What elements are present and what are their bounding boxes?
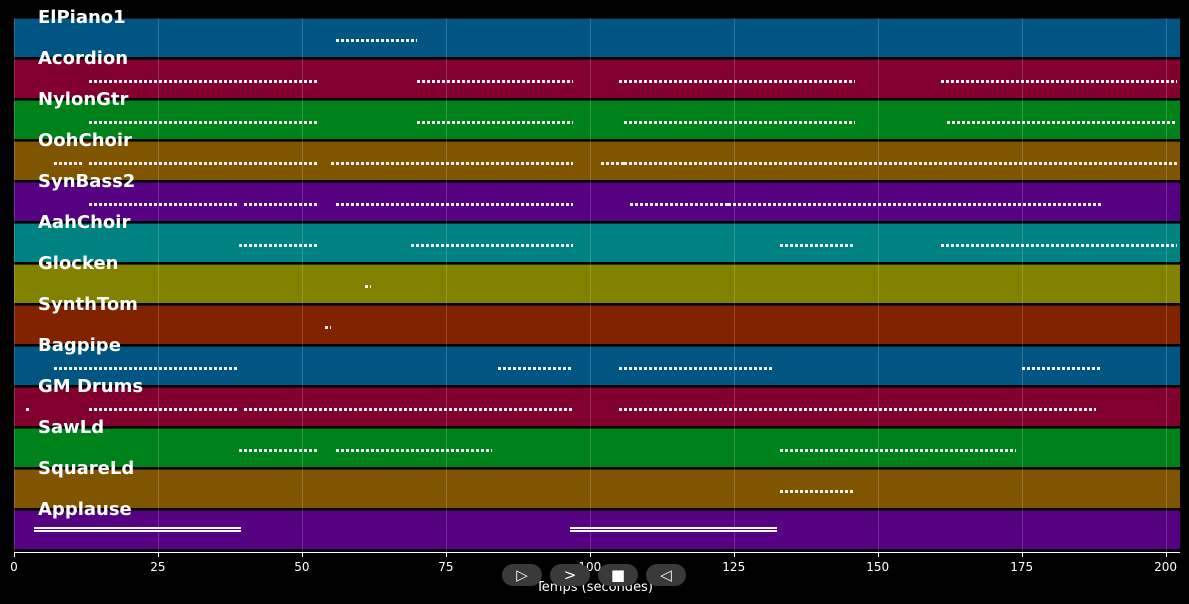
track-label: Acordion (38, 48, 129, 69)
axis-tick (157, 552, 159, 557)
axis-tick-label: 175 (1010, 560, 1034, 574)
track-label: Glocken (38, 253, 119, 274)
note-segment (336, 449, 492, 452)
note-segment (946, 121, 1178, 124)
note-segment (54, 162, 84, 165)
note-segment (941, 80, 1178, 83)
note-segment (88, 203, 239, 206)
note-segment (54, 367, 239, 370)
track-row (14, 387, 1180, 426)
track-row (14, 141, 1180, 180)
track-row (14, 264, 1180, 303)
note-segment (324, 326, 331, 329)
back-button[interactable]: ◁ (646, 564, 686, 586)
axis-tick (301, 552, 303, 557)
track-label: SynBass2 (38, 171, 136, 192)
track-label: SynthTom (38, 294, 138, 315)
track-row (14, 510, 1180, 549)
track-row (14, 100, 1180, 139)
back-icon: ◁ (660, 566, 672, 584)
note-segment (34, 527, 242, 532)
play-button[interactable]: ▷ (502, 564, 542, 586)
axis-tick (14, 552, 15, 557)
note-segment (330, 162, 573, 165)
note-segment (779, 449, 1016, 452)
note-segment (88, 121, 320, 124)
track-row (14, 223, 1180, 262)
note-segment (244, 203, 320, 206)
track-row (14, 18, 1180, 57)
axis-tick (445, 552, 447, 557)
note-segment (88, 80, 320, 83)
note-segment (88, 408, 239, 411)
play-icon: ▷ (516, 566, 528, 584)
track-label: AahChoir (38, 212, 131, 233)
note-segment (417, 80, 573, 83)
axis-tick-label: 50 (294, 560, 310, 574)
axis-tick-label: 125 (722, 560, 746, 574)
note-segment (618, 408, 1097, 411)
note-segment (244, 408, 573, 411)
note-segment (569, 527, 777, 532)
note-segment (1021, 367, 1103, 370)
axis-tick (589, 552, 591, 557)
note-segment (601, 162, 625, 165)
note-segment (238, 244, 320, 247)
note-segment (336, 203, 573, 206)
track-label: Bagpipe (38, 335, 121, 356)
note-segment (411, 244, 573, 247)
track-label: NylonGtr (38, 89, 129, 110)
axis-tick (877, 552, 879, 557)
axis-tick (733, 552, 735, 557)
note-segment (624, 162, 1178, 165)
axis-tick-label: 25 (150, 560, 166, 574)
stop-button[interactable]: ■ (598, 564, 638, 586)
forward-button[interactable]: > (550, 564, 590, 586)
track-row (14, 469, 1180, 508)
axis-tick-label: 0 (10, 560, 18, 574)
note-segment (779, 244, 855, 247)
axis-tick-label: 200 (1154, 560, 1178, 574)
track-row (14, 346, 1180, 385)
track-label: OohChoir (38, 130, 132, 151)
note-segment (941, 244, 1178, 247)
time-axis (14, 552, 1180, 553)
track-label: SquareLd (38, 458, 135, 479)
track-row (14, 59, 1180, 98)
track-label: Applause (38, 499, 132, 520)
note-segment (88, 162, 320, 165)
note-segment (365, 285, 371, 288)
piano-roll (14, 18, 1180, 552)
axis-tick (1021, 552, 1023, 557)
track-label: ElPiano1 (38, 7, 126, 28)
note-segment (779, 490, 855, 493)
track-label: SawLd (38, 417, 105, 438)
note-segment (630, 203, 728, 206)
track-label: GM Drums (38, 376, 144, 397)
note-segment (618, 367, 775, 370)
track-row (14, 305, 1180, 344)
note-segment (238, 449, 320, 452)
axis-tick-label: 150 (866, 560, 890, 574)
stop-icon: ■ (610, 566, 626, 584)
note-segment (417, 121, 573, 124)
axis-tick (1165, 552, 1167, 557)
note-segment (727, 203, 1103, 206)
note-segment (25, 408, 32, 411)
note-segment (624, 121, 855, 124)
note-segment (336, 39, 418, 42)
axis-tick-label: 75 (438, 560, 454, 574)
note-segment (618, 80, 855, 83)
track-row (14, 182, 1180, 221)
track-row (14, 428, 1180, 467)
axis-title: Temps (secondes) (536, 580, 653, 595)
forward-icon: > (563, 566, 577, 584)
note-segment (497, 367, 573, 370)
